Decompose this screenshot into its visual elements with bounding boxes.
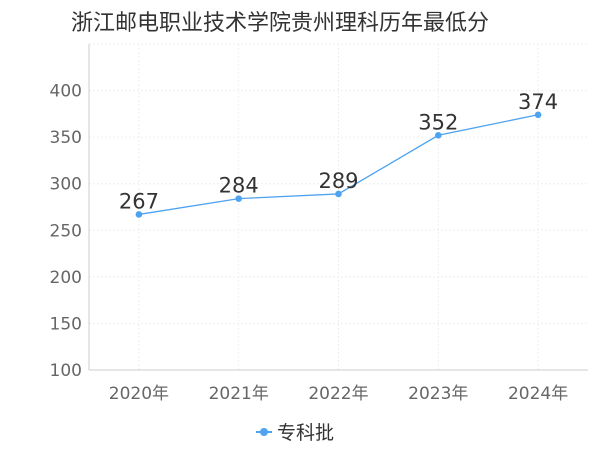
y-tick-label: 350 [50,128,82,148]
data-label: 267 [119,189,159,213]
y-tick-label: 400 [50,82,82,102]
data-label: 352 [418,110,458,134]
chart-title: 浙江邮电职业技术学院贵州理科历年最低分 [71,11,490,36]
data-point [534,111,542,119]
y-tick-label: 250 [50,221,82,241]
y-tick-label: 100 [50,361,82,381]
y-tick-label: 200 [50,268,82,288]
legend[interactable]: 专科批 [256,418,334,445]
data-label: 284 [219,174,259,198]
y-axis-ticks: 100 150 200 250 300 350 400 [50,82,82,381]
data-point [135,211,143,218]
data-point [235,195,242,202]
x-tick-label: 2022年 [308,384,368,404]
y-tick-label: 150 [50,314,82,334]
legend-label: 专科批 [277,422,335,444]
x-tick-label: 2021年 [209,384,269,404]
data-label: 374 [518,90,558,114]
data-label: 289 [318,169,358,193]
data-point [335,190,342,198]
x-axis-ticks: 2020年 2021年 2022年 2023年 2024年 [109,384,568,404]
grid-lines [89,43,588,371]
x-tick-label: 2024年 [508,384,568,404]
axes [88,44,588,371]
x-tick-label: 2020年 [109,384,169,404]
legend-marker-icon [256,426,272,438]
series-layer [135,111,542,218]
x-tick-label: 2023年 [408,384,468,404]
data-labels: 267 284 289 352 374 [119,90,558,214]
data-point [435,131,442,139]
y-tick-label: 300 [50,175,82,195]
